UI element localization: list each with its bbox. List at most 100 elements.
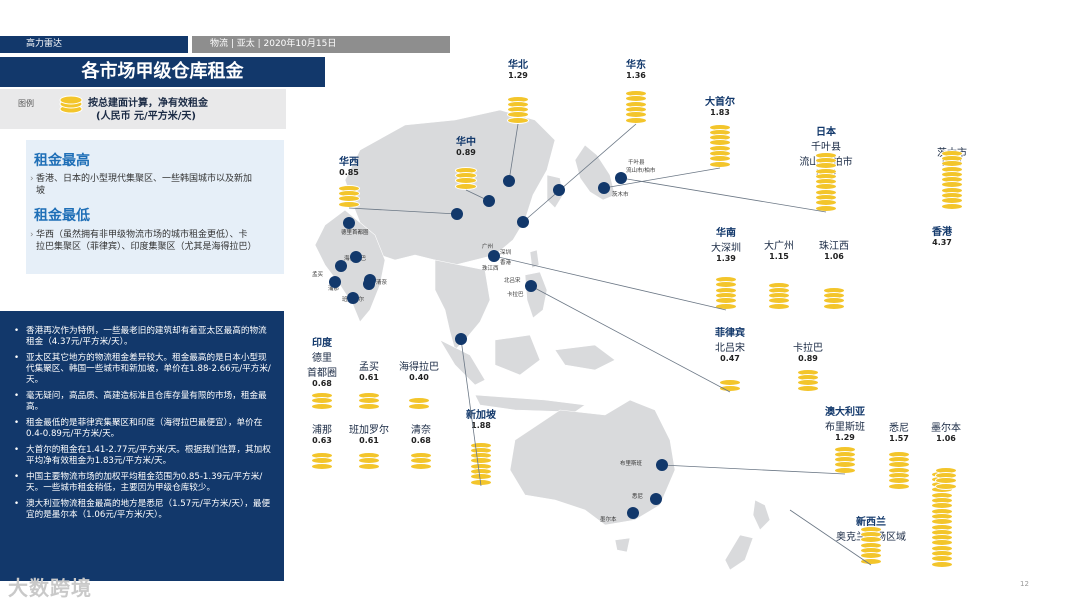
note-item: 中国主要物流市场的加权平均租金范围为0.85-1.39元/平方米/天。一些城市租…: [12, 472, 274, 494]
coin: [888, 482, 910, 490]
market-region: 日本: [816, 127, 836, 138]
coin: [410, 462, 432, 470]
page-number: 12: [1020, 580, 1029, 588]
market-region: 华北: [508, 60, 528, 71]
market-name: 清奈: [411, 425, 431, 436]
market-label: 清奈 0.68: [371, 421, 471, 445]
market-label: 孟买 0.61: [319, 358, 419, 382]
coin-stack: [715, 276, 737, 310]
coin-stack: [768, 281, 790, 311]
market-region: 澳大利亚: [825, 407, 865, 418]
coin-stack: [358, 392, 380, 410]
market-region: 华西: [339, 157, 359, 168]
market-name: 珠江西: [819, 241, 849, 252]
coin: [931, 560, 953, 568]
market-label: 海得拉巴 0.40: [369, 358, 469, 382]
legend-text-line1: 按总建面计算，净有效租金: [88, 98, 208, 109]
map-city-label: 香港: [500, 260, 512, 266]
market-label: 大广州 1.15: [729, 237, 829, 261]
coin-stack: [823, 286, 845, 310]
market-value: 0.63: [312, 436, 332, 445]
highest-title: 租金最高: [34, 153, 90, 169]
note-item: 澳大利亚物流租金最高的地方是悉尼（1.57元/平方米/天），最便宜的是墨尔本（1…: [12, 499, 274, 521]
map-city-label: 千叶县: [628, 160, 645, 166]
market-name: 大广州: [764, 241, 794, 252]
map-city-label: 深圳: [500, 250, 512, 256]
meta-bar: 物流 | 亚太 | 2020年10月15日: [192, 36, 450, 53]
legend-text: 按总建面计算，净有效租金 (人民币 元/平方米/天): [88, 97, 208, 123]
map-city-label: 茨木市: [612, 192, 629, 198]
map-city-label: 德里首都圈: [341, 230, 369, 236]
coin: [338, 200, 360, 208]
coin-stack: [815, 151, 837, 212]
market-label: 浦那 0.63: [272, 421, 372, 445]
coin: [455, 182, 477, 190]
coin: [797, 384, 819, 392]
map-city-label: 流山市/柏市: [626, 168, 656, 174]
market-name: 海得拉巴: [399, 362, 439, 373]
coin-stack: [888, 450, 910, 490]
market-label: 华北 1.29: [468, 56, 568, 80]
coin: [507, 116, 529, 124]
coin-stack: [311, 452, 333, 470]
map-city-label: 北吕宋: [504, 278, 521, 284]
market-label: 香港 4.37: [892, 223, 992, 247]
map-city-label: 浦那: [328, 286, 340, 292]
coin: [860, 557, 882, 565]
market-label: 印度 德里 首都圈 0.68: [272, 334, 372, 388]
brand-bar: 高力雷达: [0, 36, 188, 53]
coin-stack: [797, 368, 819, 392]
notes-list: 香港再次作为特例，一些最老旧的建筑却有着亚太区最高的物流租金（4.37元/平方米…: [12, 326, 274, 526]
coin-stack: [338, 184, 360, 208]
market-value: 0.89: [798, 354, 818, 363]
market-value: 0.40: [409, 373, 429, 382]
market-label: 大首尔 1.83: [670, 93, 770, 117]
market-region: 香港: [932, 227, 952, 238]
coin-stack: [941, 149, 963, 210]
market-value: 1.83: [710, 108, 730, 117]
market-value: 0.89: [456, 148, 476, 157]
market-value: 1.06: [824, 252, 844, 261]
map-city-label: 班加罗尔: [342, 297, 365, 303]
market-value: 0.68: [312, 379, 332, 388]
market-label: 悉尼 1.57: [849, 419, 949, 443]
lowest-text: › 华西（虽然拥有非甲级物流市场的城市租金更低）、卡拉巴集聚区（菲律宾）、印度集聚…: [30, 230, 257, 252]
market-label: 华中 0.89: [416, 133, 516, 157]
market-value: 1.88: [471, 421, 491, 430]
map-city-label: 孟买: [312, 272, 324, 278]
market-label: 班加罗尔 0.61: [319, 421, 419, 445]
market-name: 德里: [312, 353, 332, 364]
market-label: 墨尔本 1.06: [896, 419, 996, 443]
coin: [311, 402, 333, 410]
market-value: 4.37: [932, 238, 952, 247]
market-region: 华南: [716, 228, 736, 239]
market-value: 0.61: [359, 373, 379, 382]
legend-text-line2: (人民币 元/平方米/天): [96, 111, 196, 122]
market-label: 华东 1.36: [586, 56, 686, 80]
map-city-label: 清奈: [376, 280, 388, 286]
map-city-label: 珠江西: [482, 266, 499, 272]
coin-stack: [625, 90, 647, 124]
market-region: 华中: [456, 137, 476, 148]
market-label: 澳大利亚 布里斯班 1.29: [795, 403, 895, 442]
coin: [709, 160, 731, 168]
market-value: 0.61: [359, 436, 379, 445]
market-value: 0.68: [411, 436, 431, 445]
market-label: 卡拉巴 0.89: [758, 339, 858, 363]
map-city-label: 悉尼: [632, 494, 644, 500]
coin: [935, 482, 957, 490]
market-name: 班加罗尔: [349, 425, 389, 436]
coin: [941, 202, 963, 210]
coin-stack: [860, 525, 882, 565]
map-city-label: 海得拉巴: [344, 256, 367, 262]
lowest-title: 租金最低: [34, 208, 90, 224]
market-name: 卡拉巴: [793, 343, 823, 354]
coin-stack-icon: [59, 95, 83, 114]
market-value: 1.15: [769, 252, 789, 261]
market-value: 1.06: [936, 434, 956, 443]
coin: [358, 402, 380, 410]
map-city-label: 布里斯班: [620, 461, 643, 467]
market-name: 浦那: [312, 425, 332, 436]
coin: [311, 462, 333, 470]
coin-stack: [935, 466, 957, 490]
